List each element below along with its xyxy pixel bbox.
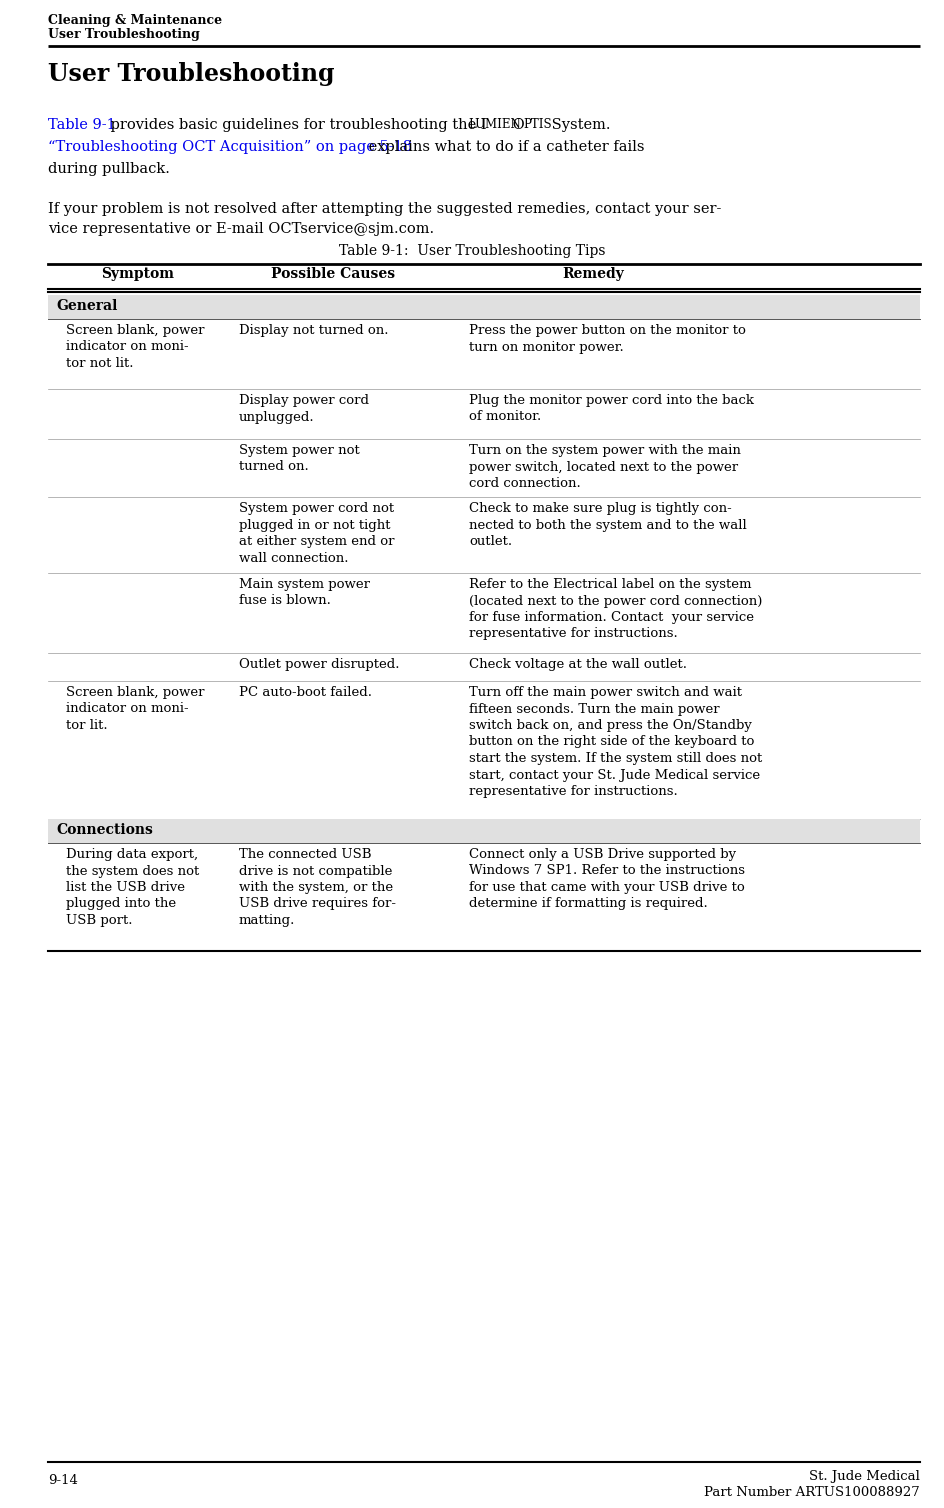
Text: Check voltage at the wall outlet.: Check voltage at the wall outlet. xyxy=(468,657,686,671)
Text: “Troubleshooting OCT Acquisition” on page 5-18: “Troubleshooting OCT Acquisition” on pag… xyxy=(48,140,412,154)
Text: If your problem is not resolved after attempting the suggested remedies, contact: If your problem is not resolved after at… xyxy=(48,202,720,216)
Text: Remedy: Remedy xyxy=(562,267,623,280)
Bar xyxy=(48,819,919,843)
Text: Turn off the main power switch and wait
fifteen seconds. Turn the main power
swi: Turn off the main power switch and wait … xyxy=(468,686,762,798)
Text: Possible Causes: Possible Causes xyxy=(271,267,395,280)
Bar xyxy=(48,296,919,320)
Text: Symptom: Symptom xyxy=(101,267,175,280)
Text: Turn on the system power with the main
power switch, located next to the power
c: Turn on the system power with the main p… xyxy=(468,443,740,490)
Text: Display power cord
unplugged.: Display power cord unplugged. xyxy=(239,394,368,424)
Text: Connections: Connections xyxy=(56,823,153,837)
Text: St. Jude Medical: St. Jude Medical xyxy=(808,1470,919,1482)
Text: explains what to do if a catheter fails: explains what to do if a catheter fails xyxy=(363,140,644,154)
Text: During data export,
the system does not
list the USB drive
plugged into the
USB : During data export, the system does not … xyxy=(66,847,199,927)
Text: 9-14: 9-14 xyxy=(48,1473,77,1487)
Text: Outlet power disrupted.: Outlet power disrupted. xyxy=(239,657,399,671)
Text: Press the power button on the monitor to
turn on monitor power.: Press the power button on the monitor to… xyxy=(468,324,745,353)
Text: General: General xyxy=(56,299,117,314)
Text: vice representative or E-mail OCTservice@sjm.com.: vice representative or E-mail OCTservice… xyxy=(48,222,433,235)
Text: O: O xyxy=(508,118,524,133)
Text: Table 9-1:  User Troubleshooting Tips: Table 9-1: User Troubleshooting Tips xyxy=(338,244,604,258)
Text: User Troubleshooting: User Troubleshooting xyxy=(48,29,200,41)
Text: Cleaning & Maintenance: Cleaning & Maintenance xyxy=(48,14,222,27)
Text: Screen blank, power
indicator on moni-
tor not lit.: Screen blank, power indicator on moni- t… xyxy=(66,324,204,369)
Text: Screen blank, power
indicator on moni-
tor lit.: Screen blank, power indicator on moni- t… xyxy=(66,686,204,731)
Text: during pullback.: during pullback. xyxy=(48,161,170,176)
Text: System power not
turned on.: System power not turned on. xyxy=(239,443,360,474)
Text: PC auto-boot failed.: PC auto-boot failed. xyxy=(239,686,372,700)
Text: Main system power
fuse is blown.: Main system power fuse is blown. xyxy=(239,578,370,608)
Text: System.: System. xyxy=(547,118,610,133)
Text: provides basic guidelines for troubleshooting the I: provides basic guidelines for troublesho… xyxy=(106,118,486,133)
Text: System power cord not
plugged in or not tight
at either system end or
wall conne: System power cord not plugged in or not … xyxy=(239,502,394,564)
Text: The connected USB
drive is not compatible
with the system, or the
USB drive requ: The connected USB drive is not compatibl… xyxy=(239,847,396,927)
Text: Check to make sure plug is tightly con-
nected to both the system and to the wal: Check to make sure plug is tightly con- … xyxy=(468,502,746,547)
Text: PTIS: PTIS xyxy=(522,118,551,131)
Text: Plug the monitor power cord into the back
of monitor.: Plug the monitor power cord into the bac… xyxy=(468,394,753,424)
Text: LUMIEN: LUMIEN xyxy=(467,118,520,131)
Text: Display not turned on.: Display not turned on. xyxy=(239,324,388,336)
Text: Refer to the Electrical label on the system
(located next to the power cord conn: Refer to the Electrical label on the sys… xyxy=(468,578,762,641)
Text: User Troubleshooting: User Troubleshooting xyxy=(48,62,334,86)
Text: Table 9-1: Table 9-1 xyxy=(48,118,115,133)
Text: Connect only a USB Drive supported by
Windows 7 SP1. Refer to the instructions
f: Connect only a USB Drive supported by Wi… xyxy=(468,847,744,911)
Text: Part Number ARTUS100088927: Part Number ARTUS100088927 xyxy=(703,1485,919,1499)
